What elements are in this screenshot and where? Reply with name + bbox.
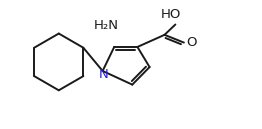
Text: HO: HO [161,9,181,21]
Text: N: N [99,68,108,81]
Text: H₂N: H₂N [94,19,119,32]
Text: O: O [186,36,197,49]
